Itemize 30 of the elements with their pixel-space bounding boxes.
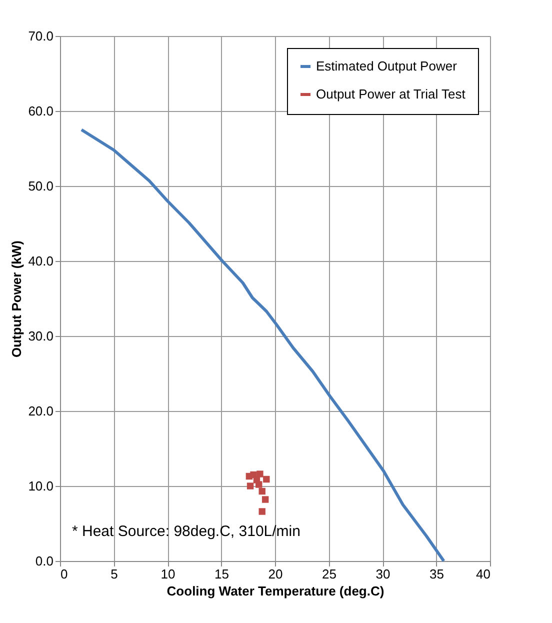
x-tick-label: 40 xyxy=(476,566,490,582)
y-tick-label: 30.0 xyxy=(28,328,54,344)
x-tick-label: 15 xyxy=(214,566,229,582)
y-tick-label: 50.0 xyxy=(28,178,54,194)
x-tick-label: 20 xyxy=(268,566,283,582)
point xyxy=(258,508,266,515)
legend-label: Estimated Output Power xyxy=(316,58,458,74)
y-tick-label: 40.0 xyxy=(28,254,54,268)
point xyxy=(258,488,266,495)
y-tick-label: 70.0 xyxy=(28,28,54,44)
annotation: * Heat Source: 98deg.C, 310L/min xyxy=(72,523,300,540)
y-tick-label: 60.0 xyxy=(28,104,54,118)
point xyxy=(262,496,269,503)
x-axis-title: Cooling Water Temperature (deg.C) xyxy=(166,584,384,598)
x-tick-label: 10 xyxy=(160,566,176,582)
y-tick-label: 10.0 xyxy=(28,478,54,494)
point xyxy=(263,476,270,483)
point xyxy=(256,470,264,478)
legend-label: Output Power at Trial Test xyxy=(316,86,466,102)
x-tick-label: 0 xyxy=(60,566,68,582)
point xyxy=(256,481,262,488)
x-tick-label: 5 xyxy=(110,566,118,582)
y-axis-title: Output Power (kW) xyxy=(9,240,24,358)
line-series xyxy=(80,128,446,562)
x-tick-label: 25 xyxy=(322,566,336,582)
point xyxy=(246,482,254,490)
y-tick-label: 20.0 xyxy=(28,404,54,418)
x-tick-label: 35 xyxy=(430,566,444,582)
y-tick-label: 0.0 xyxy=(35,554,54,568)
x-tick-label: 30 xyxy=(376,566,390,582)
